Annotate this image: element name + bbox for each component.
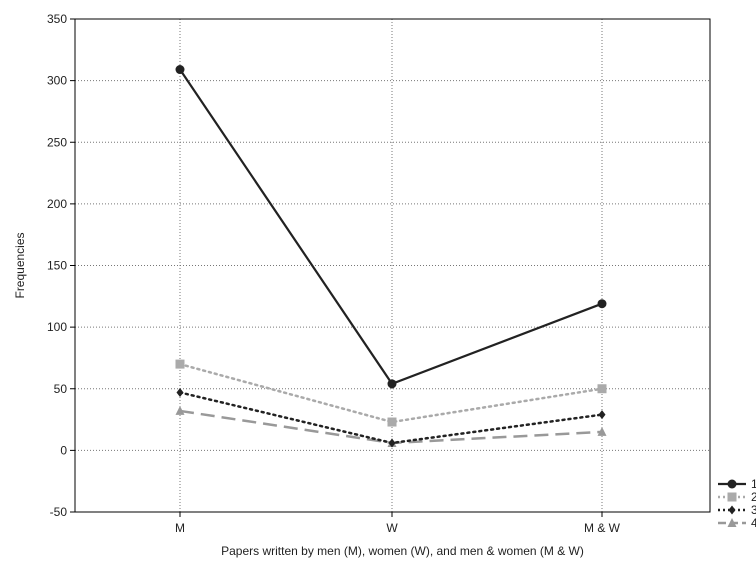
y-axis-ticks: -50 0 50 100 150 200 250 300 350 [47,12,75,519]
y-tick-label: 350 [47,12,67,26]
y-tick-label: 150 [47,259,67,273]
legend-swatch-marker [727,492,737,502]
legend-item: 2 [718,490,756,504]
x-tick-label: M & W [584,521,621,535]
y-axis-title: Frequencies [13,232,27,298]
series-2 [175,359,607,427]
x-tick-label: W [386,521,398,535]
legend-label: 4 [751,516,756,530]
legend-item: 3 [718,503,756,517]
y-tick-label: 0 [60,443,67,457]
series-3-point [176,387,184,397]
gridlines [75,19,710,512]
x-axis-title: Papers written by men (M), women (W), an… [221,544,584,558]
legend-swatch-marker [727,479,737,489]
series-3 [176,387,606,448]
series-1-line [179,68,603,386]
y-tick-label: 200 [47,197,67,211]
series-lines [175,65,607,448]
legend-label: 3 [751,503,756,517]
y-tick-label: 300 [47,74,67,88]
series-2-point [387,417,397,427]
x-tick-label: M [175,521,185,535]
series-2-point [597,384,607,394]
series-4-point [597,426,607,436]
series-2-point [175,359,185,369]
legend-label: 1 [751,477,756,491]
legend-item: 1 [718,477,756,491]
series-1-point [597,299,607,309]
series-1 [175,65,607,389]
series-3-point [388,438,396,448]
series-1-point [175,65,185,75]
series-4-point [175,405,185,415]
legend-label: 2 [751,490,756,504]
legend-item: 4 [718,516,756,530]
series-4-line [179,409,603,445]
legend-swatch-marker [727,518,737,527]
y-tick-label: 250 [47,135,67,149]
series-2-line [178,362,604,424]
y-tick-label: 100 [47,320,67,334]
series-3-point [598,410,606,420]
legend-swatch-marker [728,505,736,515]
y-tick-label: 50 [54,382,68,396]
y-tick-label: -50 [50,505,68,519]
series-1-point [387,379,397,389]
